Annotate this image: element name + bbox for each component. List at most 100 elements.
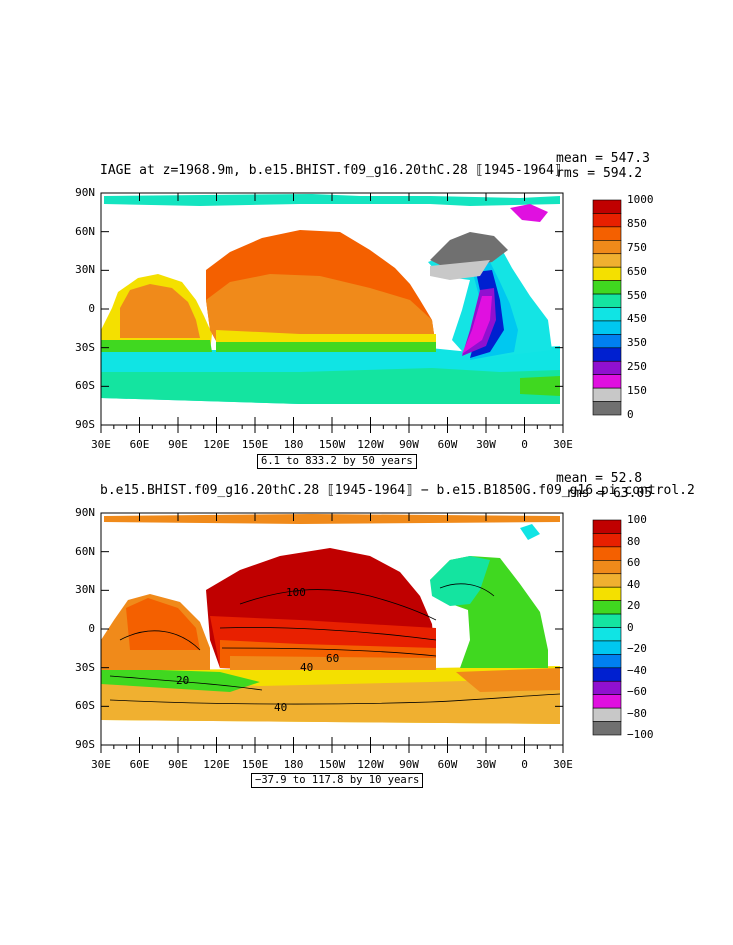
colorbar-box [592,680,622,695]
colorbar-label: 20 [627,599,641,612]
colorbar-label: 450 [627,312,647,326]
lat-label: 0 [88,622,95,635]
colorbar-label: 0 [627,620,634,634]
lat-label: 30S [75,660,95,674]
lon-label: 30W [476,438,496,451]
axis-ticks [100,192,564,753]
lat-label: 0 [88,302,95,315]
colorbar-box [592,654,622,669]
colorbar-label: 350 [627,336,647,350]
panel-2-range-box: −37.9 to 117.8 by 10 years [251,773,424,788]
panel-1-mean: mean = 547.3 [556,151,650,166]
panel-1-field [101,194,560,404]
colorbar-box [592,240,622,255]
contour-label: 40 [300,661,314,674]
colorbar-box [592,586,622,601]
lon-label: 60W [437,758,458,771]
colorbar-box [592,546,622,561]
lon-label: 150E [241,438,269,451]
colorbar-box [592,627,622,642]
colorbar-label: −100 [627,728,654,741]
colorbar-box [592,519,622,534]
colorbar-label: −20 [627,642,647,655]
colorbar-label: 850 [627,216,647,230]
lat-label: 60N [75,544,95,558]
lat-label: 90S [75,738,95,751]
colorbar-box [592,640,622,655]
colorbar-label: 100 [627,513,647,526]
colorbar-box [592,387,622,402]
colorbar-box [592,401,622,416]
colorbar-label: 40 [627,577,641,591]
colorbar-box [592,253,622,268]
lon-label: 90E [168,438,188,451]
colorbar-label: 1000 [627,193,654,206]
lon-label: 120E [203,438,230,451]
panel-1-range-box: 6.1 to 833.2 by 50 years [257,454,417,469]
colorbar-label: 150 [627,384,647,398]
lon-label: 120E [203,758,230,771]
colorbar-label: −60 [627,685,647,698]
colorbar-box [592,533,622,548]
lon-label: 180 [283,438,304,451]
colorbar-label: 0 [627,408,634,421]
panel-1-rms: rms = 594.2 [556,166,643,181]
colorbar-label: −40 [627,663,647,677]
lon-label: 60E [129,758,150,771]
lon-label: 30E [91,438,111,451]
lon-label: 150W [318,438,346,451]
colorbar-box [592,334,622,349]
panel-1-title: IAGE at z=1968.9m, b.e15.BHIST.f09_g16.2… [100,163,562,178]
colorbar-box [592,280,622,295]
panel-2-title: b.e15.BHIST.f09_g16.20thC.28 ⟦1945-1964⟧… [100,483,695,498]
lat-label: 30N [75,263,95,277]
contour-label: 40 [274,701,288,714]
lat-label: 90N [75,506,95,519]
colorbar-box [592,293,622,308]
lon-label: 90W [399,758,419,771]
lat-label: 60S [75,379,95,393]
contour-label: 60 [326,652,340,665]
colorbar-box [592,374,622,389]
lon-label: 30E [553,438,573,451]
colorbars [592,199,622,736]
colorbar-box [592,667,622,682]
lon-label: 120W [357,758,384,771]
panel-2-contours [109,583,561,705]
lat-label: 90N [75,186,95,199]
colorbar-box [592,573,622,588]
lon-label: 30E [553,758,573,771]
lat-label: 60S [75,699,95,713]
colorbar-box [592,694,622,709]
lat-label: 60N [75,224,95,238]
colorbar-box [592,613,622,628]
lat-label: 30N [75,583,95,597]
colorbar-box [592,360,622,375]
lon-label: 90W [399,438,419,451]
contour-label: 100 [286,586,306,599]
panel-2-field [101,514,560,724]
panel-1-map [100,192,564,426]
colorbar-box [592,199,622,214]
lon-label: 60W [437,438,458,451]
colorbar-label: 550 [627,288,647,302]
lon-label: 0 [521,438,528,451]
colorbar-box [592,721,622,736]
colorbar-label: 60 [627,556,641,569]
colorbar-label: 750 [627,240,647,254]
lon-label: 60E [129,438,150,451]
lon-label: 0 [521,758,528,771]
colorbar-box [592,347,622,362]
colorbar-box [592,226,622,241]
colorbar-box [592,560,622,575]
panel-2-mean: mean = 52.8 [556,471,643,486]
lon-label: 90E [168,758,188,771]
colorbar-box [592,707,622,722]
panel-2-rms: rms = 63.05 [566,486,653,501]
colorbar-label: 650 [627,264,647,278]
lat-label: 90S [75,418,95,431]
lon-label: 30W [476,758,496,771]
lon-label: 150W [318,758,346,771]
colorbar-box [592,600,622,615]
